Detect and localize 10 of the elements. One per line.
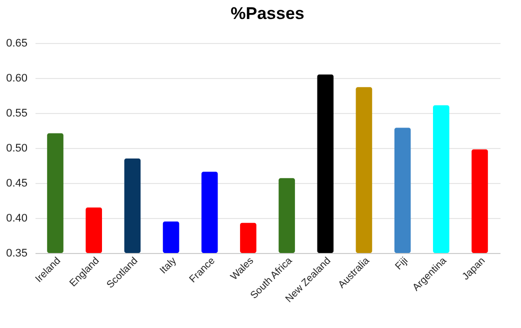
chart-title: %Passes xyxy=(230,4,304,23)
x-tick-label: Italy xyxy=(158,256,179,276)
y-tick-label: 0.65 xyxy=(6,38,28,50)
y-tick-label: 0.45 xyxy=(6,178,28,190)
y-tick-label: 0.50 xyxy=(6,142,28,154)
y-tick-label: 0.55 xyxy=(6,108,28,120)
y-tick-label: 0.60 xyxy=(6,72,28,84)
y-tick-label: 0.35 xyxy=(6,248,28,260)
x-tick-label: Fiji xyxy=(394,256,410,272)
y-tick-label: 0.40 xyxy=(6,212,28,224)
